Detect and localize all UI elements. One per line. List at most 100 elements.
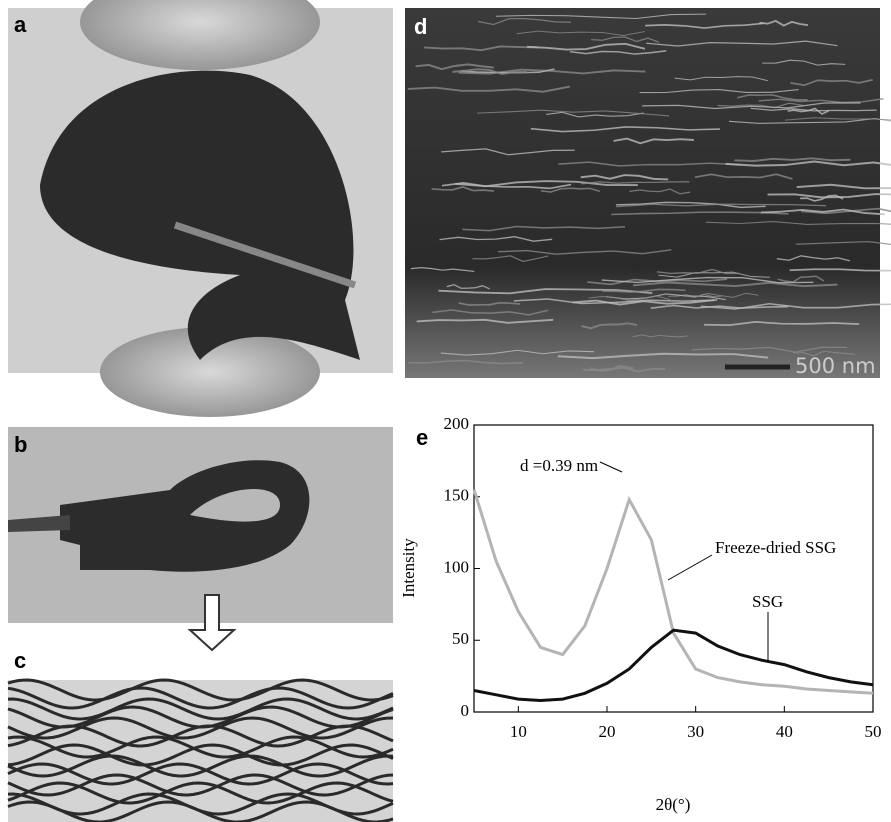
panel-label: c: [14, 648, 26, 673]
sem-texture: [581, 322, 638, 330]
sem-texture: [616, 203, 827, 208]
sem-texture: [762, 59, 846, 66]
sem-texture: [632, 334, 688, 338]
panel-label: a: [14, 12, 27, 37]
series-line: [473, 628, 874, 703]
fiber: [7, 686, 394, 710]
sem-texture: [589, 365, 634, 372]
sem-texture: [407, 85, 571, 93]
sem-texture: [477, 109, 670, 117]
sem-texture: [432, 309, 549, 316]
sem-texture: [416, 318, 554, 324]
sem-texture: [629, 188, 691, 195]
sem-texture: [674, 76, 768, 82]
y-axis-label: Intensity: [399, 538, 418, 598]
x-tick-label: 20: [599, 722, 616, 741]
photo-a: [8, 0, 393, 417]
sem-texture: [588, 295, 671, 301]
x-tick-label: 10: [510, 722, 527, 741]
y-tick-label: 200: [444, 414, 470, 433]
photo-b: [8, 427, 393, 623]
sem-texture: [440, 349, 594, 356]
sem-texture: [439, 236, 553, 242]
sem-texture: [613, 137, 694, 145]
sem-texture: [452, 68, 527, 76]
sem-texture: [737, 94, 808, 101]
sem-texture: [789, 268, 891, 272]
scale-bar-label: 500 nm: [795, 354, 876, 378]
sem-image: [405, 8, 891, 378]
sem-texture: [477, 17, 572, 26]
sem-texture: [658, 271, 770, 278]
sem-texture: [415, 63, 494, 71]
y-tick-label: 50: [452, 629, 469, 648]
sem-texture: [458, 68, 646, 75]
sem-texture: [458, 301, 521, 306]
sem-texture: [703, 321, 860, 326]
panel-label: b: [14, 432, 27, 457]
sem-texture: [424, 45, 539, 52]
sem-texture: [795, 241, 891, 245]
sem-texture: [694, 173, 793, 180]
arrow: [187, 594, 237, 652]
x-tick-label: 30: [687, 722, 704, 741]
sem-texture: [725, 160, 891, 167]
sem-texture: [760, 208, 885, 216]
sem-texture: [642, 102, 861, 110]
y-tick-label: 150: [444, 486, 470, 505]
sem-texture: [431, 186, 495, 192]
fiber: [7, 754, 394, 778]
sem-texture: [717, 102, 804, 109]
sem-texture: [767, 193, 891, 199]
fiber: [7, 697, 394, 721]
panel-label: e: [416, 425, 428, 450]
sem-texture: [410, 266, 475, 273]
fiber: [7, 773, 394, 797]
sem-texture: [580, 174, 669, 181]
sem-texture: [495, 13, 707, 20]
sem-texture: [691, 346, 847, 353]
sem-texture: [605, 293, 726, 301]
sem-texture: [759, 19, 809, 27]
sem-texture: [777, 275, 825, 283]
annotation: d =0.39 nm: [520, 456, 598, 475]
sem-texture: [646, 40, 838, 47]
sem-texture: [800, 194, 844, 202]
fiber: [7, 800, 394, 822]
sem-texture: [601, 276, 814, 284]
fiber: [7, 781, 394, 805]
fiber: [7, 762, 394, 786]
fiber: [7, 716, 394, 740]
sem-texture: [785, 117, 891, 121]
x-tick-label: 50: [865, 722, 882, 741]
fiber: [7, 678, 394, 702]
sem-texture: [632, 281, 838, 288]
sem-texture: [796, 183, 891, 190]
fiber: [7, 724, 394, 748]
sem-texture: [591, 36, 660, 43]
sem-texture: [611, 211, 789, 216]
sem-texture: [790, 79, 873, 87]
sem-texture: [639, 88, 799, 94]
sem-texture: [758, 98, 884, 104]
sem-texture: [462, 225, 626, 232]
y-tick-label: 100: [444, 557, 470, 576]
y-tick-label: 0: [461, 701, 470, 720]
sem-texture: [792, 350, 855, 357]
sem-texture: [540, 187, 601, 193]
sem-texture: [650, 304, 788, 309]
series-label: Freeze-dried SSG: [715, 538, 836, 557]
sem-texture: [513, 298, 718, 305]
x-tick-label: 40: [776, 722, 793, 741]
sem-texture: [498, 249, 672, 255]
sem-texture: [581, 181, 690, 185]
sem-texture: [734, 157, 851, 162]
sem-texture: [516, 30, 645, 36]
sem-texture: [776, 255, 851, 262]
sem-texture: [438, 288, 653, 295]
sem-texture: [446, 283, 490, 290]
sem-texture: [645, 22, 765, 29]
sem-texture: [750, 107, 877, 112]
sem-texture: [800, 207, 891, 215]
